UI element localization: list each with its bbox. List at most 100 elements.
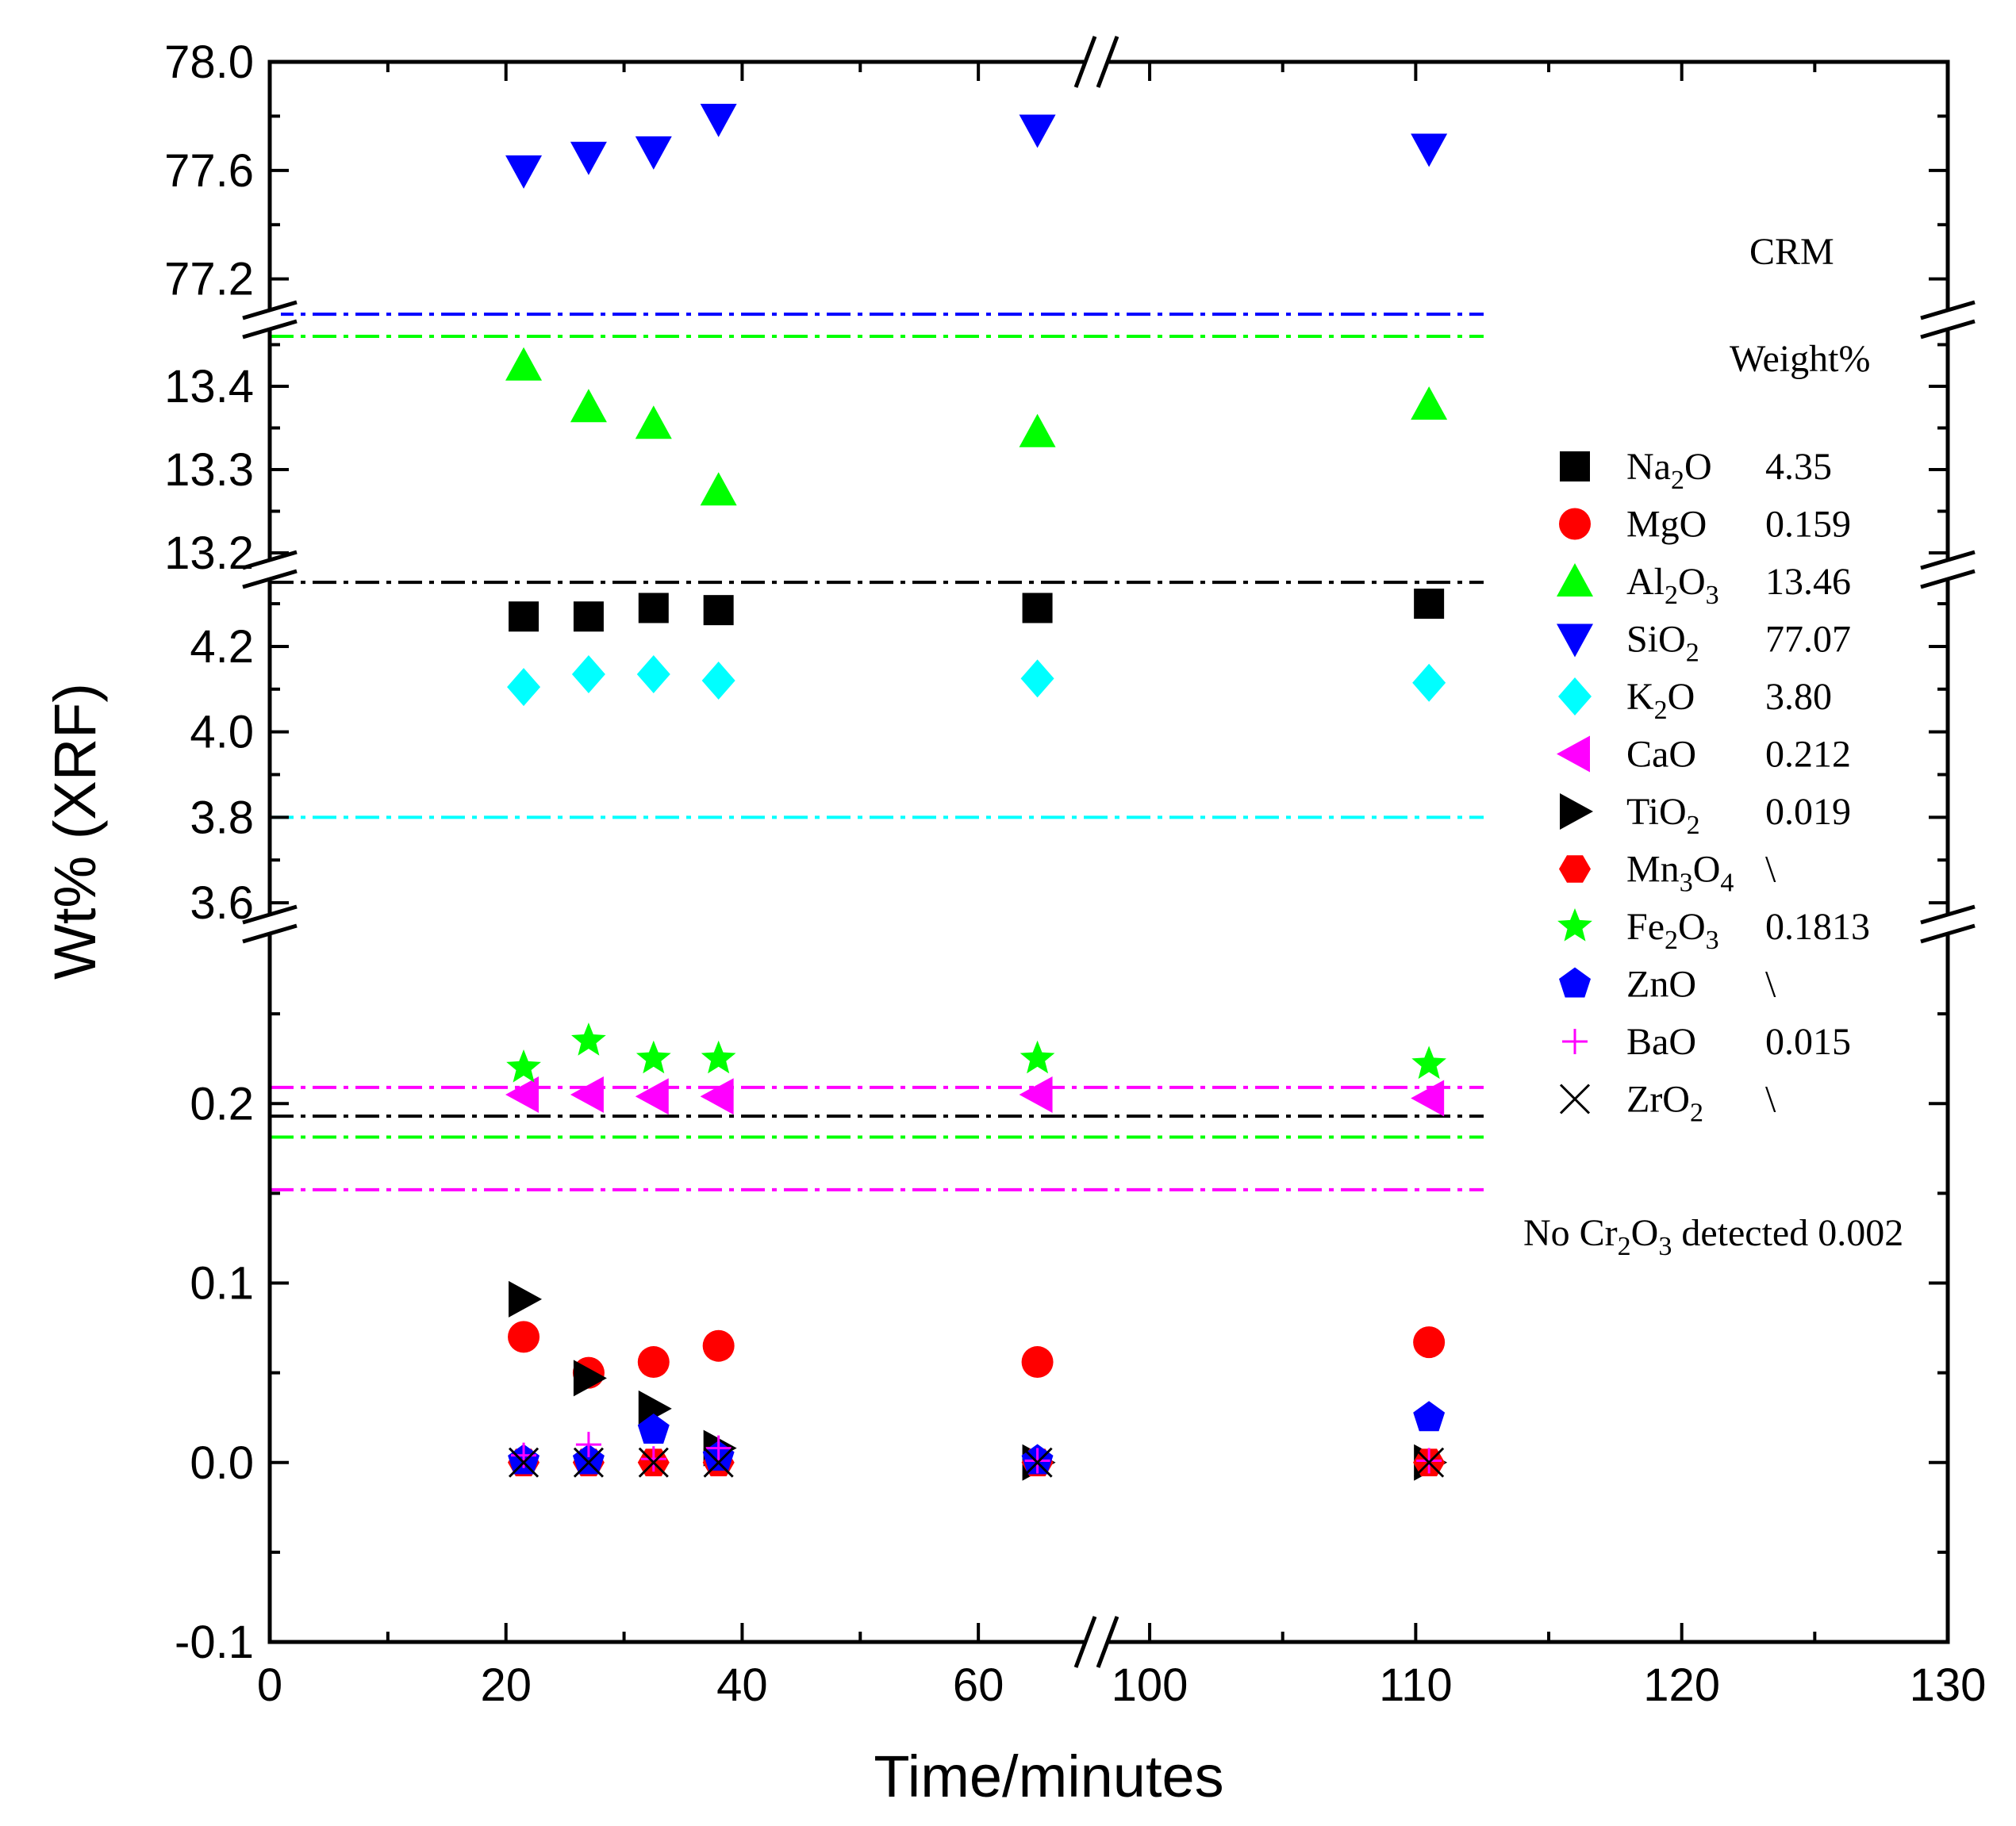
data-point-k2o <box>507 668 541 707</box>
legend-marker-cao <box>1557 735 1590 773</box>
cross-stroke <box>508 1447 540 1478</box>
legend-value-k2o: 3.80 <box>1765 676 1832 718</box>
x-tick-label: 130 <box>1910 1659 1987 1711</box>
legend-marker-k2o <box>1558 677 1592 715</box>
legend-value-cao: 0.212 <box>1765 734 1851 776</box>
data-point-zro2 <box>638 1447 669 1478</box>
cross-stroke <box>1022 1447 1053 1478</box>
data-point-sio2 <box>700 103 737 137</box>
legend-value-fe2o3: 0.1813 <box>1765 906 1870 948</box>
data-point-k2o <box>1412 663 1446 702</box>
legend-label-zro2: ZrO2 <box>1626 1079 1703 1128</box>
x-tick-label: 60 <box>953 1659 1004 1711</box>
data-point-fe2o3 <box>571 1022 606 1056</box>
weight-header: Weight% <box>1730 338 1870 380</box>
data-point-k2o <box>571 654 605 693</box>
data-point-na2o <box>703 595 734 626</box>
y-tick-label: 4.0 <box>190 707 254 758</box>
data-point-na2o <box>638 593 669 623</box>
cr2o3-note: No Cr2O3 detected 0.002 <box>1523 1212 1903 1261</box>
data-point-zro2 <box>703 1447 734 1478</box>
legend-text-part: MgO <box>1626 504 1707 546</box>
data-point-sio2 <box>1019 114 1056 148</box>
data-point-fe2o3 <box>1020 1040 1055 1074</box>
data-point-cao <box>1019 1076 1053 1113</box>
legend-value-zro2: \ <box>1765 1079 1776 1121</box>
data-point-fe2o3 <box>506 1049 541 1083</box>
cross-stroke <box>1414 1447 1445 1478</box>
data-point-fe2o3 <box>1411 1045 1446 1080</box>
data-point-sio2 <box>635 136 672 170</box>
legend-marker-sio2 <box>1557 623 1593 658</box>
y-tick-label: 0.1 <box>190 1258 254 1310</box>
legend-text-part: SiO <box>1626 619 1686 661</box>
y-tick-label: 0.0 <box>190 1437 254 1489</box>
data-point-al2o3 <box>1019 413 1056 447</box>
cross-stroke <box>1559 1084 1591 1114</box>
legend-value-zno: \ <box>1765 964 1776 1006</box>
axis-break-mark <box>242 550 298 570</box>
legend-subscript: 2 <box>1665 581 1678 610</box>
legend-text-part: Fe <box>1626 906 1665 948</box>
x-tick-label: 20 <box>480 1659 532 1711</box>
data-point-cao <box>700 1078 734 1115</box>
legend-marker-mn3o4 <box>1559 855 1591 883</box>
legend-value-al2o3: 13.46 <box>1765 561 1851 603</box>
data-point-bao <box>1416 1448 1442 1474</box>
data-point-cao <box>505 1076 540 1113</box>
legend-subscript: 2 <box>1687 811 1700 840</box>
data-point-zno <box>572 1444 605 1475</box>
axis-break-mark <box>242 569 298 589</box>
legend-value-na2o: 4.35 <box>1765 446 1832 488</box>
legend-text-part: ZrO <box>1626 1079 1690 1121</box>
legend-text-part: BaO <box>1626 1021 1696 1063</box>
data-point-bao <box>705 1435 732 1461</box>
legend-label-al2o3: Al2O3 <box>1626 561 1719 610</box>
axis-break-mark <box>1073 36 1097 88</box>
data-point-zno <box>1413 1401 1446 1432</box>
legend-value-mn3o4: \ <box>1765 849 1776 891</box>
y-tick-label: 4.2 <box>190 621 254 673</box>
data-point-mgo <box>702 1329 735 1362</box>
legend-text-part: Mn <box>1626 849 1680 891</box>
y-tick-label: 3.8 <box>190 792 254 843</box>
data-point-bao <box>1024 1448 1050 1474</box>
data-point-k2o <box>636 654 670 693</box>
x-tick-label: 110 <box>1379 1659 1452 1711</box>
data-point-al2o3 <box>1411 386 1448 420</box>
legend-label-mgo: MgO <box>1626 504 1707 546</box>
axis-break-mark <box>242 300 298 320</box>
y-tick-label: 77.6 <box>164 145 254 197</box>
cross-stroke <box>573 1447 604 1478</box>
data-point-sio2 <box>1411 133 1448 167</box>
data-point-zno <box>637 1414 670 1444</box>
legend-subscript: 2 <box>1686 639 1699 668</box>
legend-subscript: 2 <box>1665 926 1678 955</box>
legend-text-part: TiO <box>1626 791 1687 833</box>
axis-break-mark <box>1920 569 1976 589</box>
data-point-al2o3 <box>570 389 607 423</box>
legend-subscript: 2 <box>1654 696 1668 725</box>
legend-label-bao: BaO <box>1626 1021 1696 1063</box>
legend-marker-na2o <box>1560 451 1590 481</box>
legend-label-fe2o3: Fe2O3 <box>1626 906 1719 955</box>
legend-text-part: O <box>1693 849 1721 891</box>
data-point-fe2o3 <box>701 1040 736 1074</box>
data-point-zro2 <box>573 1447 604 1478</box>
axis-break-mark <box>242 923 298 944</box>
data-point-sio2 <box>570 141 607 175</box>
legend-marker-zno <box>1559 967 1591 998</box>
legend-marker-zro2 <box>1559 1084 1591 1114</box>
legend-value-sio2: 77.07 <box>1765 619 1851 661</box>
axis-break-mark <box>1920 550 1976 570</box>
legend-label-tio2: TiO2 <box>1626 791 1700 840</box>
crm-header: CRM <box>1749 231 1834 273</box>
axis-break-mark <box>1920 319 1976 339</box>
data-point-tio2 <box>573 1360 607 1397</box>
y-axis-title: Wt% (XRF) <box>42 683 108 980</box>
data-point-na2o <box>1414 589 1445 620</box>
legend-value-bao: 0.015 <box>1765 1021 1851 1063</box>
data-point-al2o3 <box>505 347 543 381</box>
y-tick-label: 77.2 <box>164 254 254 305</box>
